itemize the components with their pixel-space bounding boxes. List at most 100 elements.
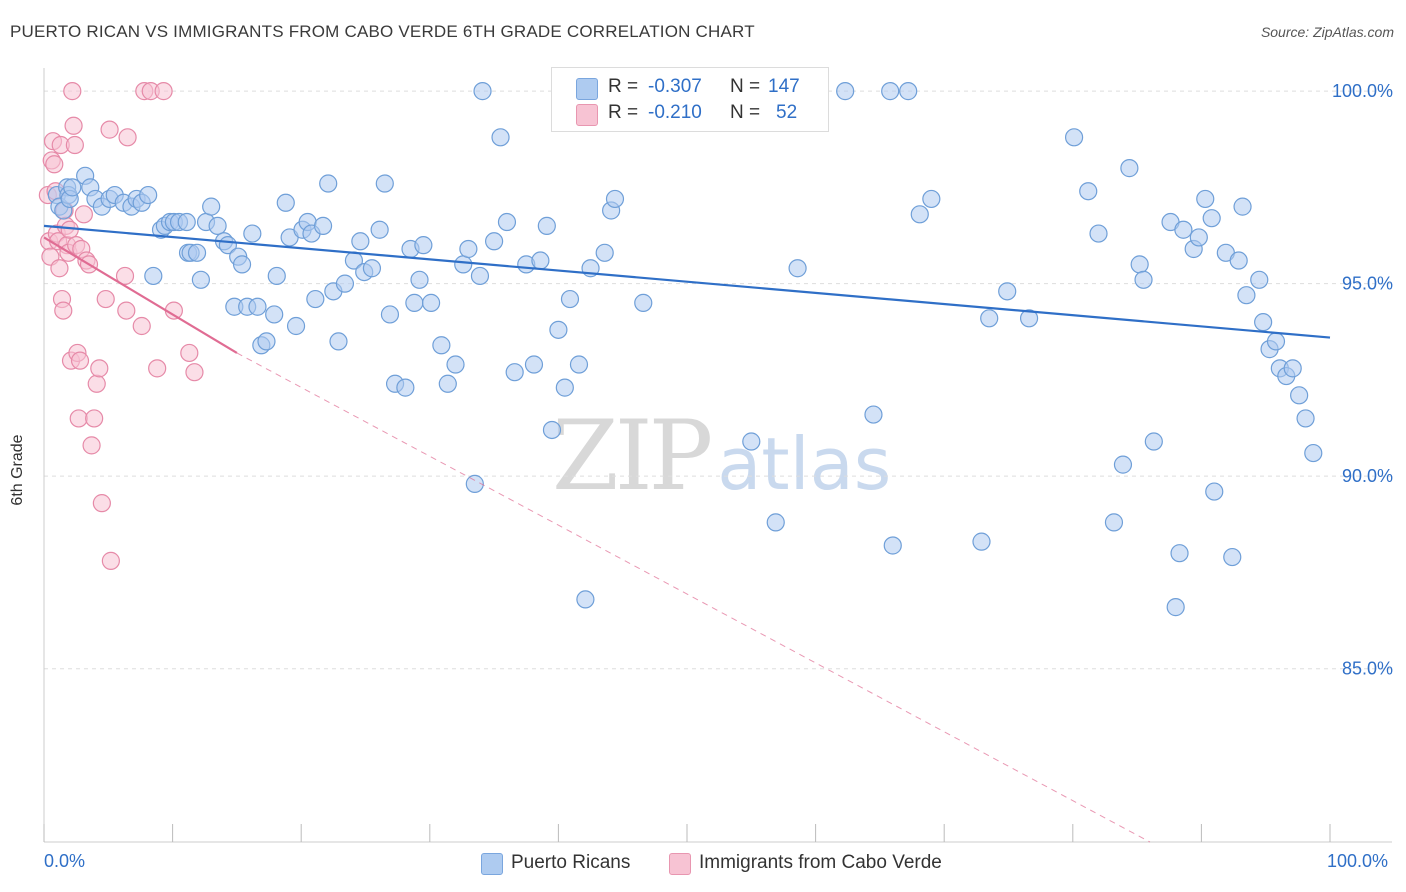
point-puerto-ricans bbox=[380, 305, 400, 324]
point-puerto-ricans bbox=[232, 255, 252, 274]
y-tick-label: 90.0% bbox=[1342, 466, 1393, 486]
point-puerto-ricans bbox=[634, 293, 653, 312]
chart-title: PUERTO RICAN VS IMMIGRANTS FROM CABO VER… bbox=[10, 22, 755, 41]
point-puerto-ricans bbox=[265, 305, 284, 324]
point-cabo-verde bbox=[50, 259, 69, 278]
trend-line-cabo-verde bbox=[43, 236, 238, 354]
point-puerto-ricans bbox=[470, 266, 490, 286]
legend-n-label: N = bbox=[730, 102, 761, 123]
point-puerto-ricans bbox=[972, 532, 991, 551]
point-puerto-ricans bbox=[1283, 359, 1302, 378]
point-cabo-verde bbox=[115, 266, 135, 286]
point-puerto-ricans bbox=[998, 282, 1017, 301]
point-puerto-ricans bbox=[497, 212, 517, 232]
point-puerto-ricans bbox=[329, 332, 348, 351]
point-puerto-ricans bbox=[375, 174, 394, 193]
point-puerto-ricans bbox=[1019, 309, 1039, 328]
y-tick-label: 95.0% bbox=[1342, 274, 1393, 294]
point-puerto-ricans bbox=[248, 297, 267, 316]
point-puerto-ricans bbox=[432, 336, 451, 355]
point-puerto-ricans bbox=[1134, 270, 1153, 289]
point-puerto-ricans bbox=[1174, 220, 1193, 239]
point-puerto-ricans bbox=[1170, 544, 1189, 563]
bottom-legend-label: Immigrants from Cabo Verde bbox=[699, 852, 942, 873]
point-puerto-ricans bbox=[370, 220, 389, 239]
point-puerto-ricans bbox=[459, 239, 478, 259]
point-puerto-ricans bbox=[505, 363, 524, 382]
point-puerto-ricans bbox=[335, 274, 355, 293]
point-cabo-verde bbox=[101, 551, 120, 570]
point-cabo-verde bbox=[54, 301, 73, 320]
point-cabo-verde bbox=[148, 359, 167, 378]
legend-swatch-blue bbox=[576, 78, 598, 100]
point-puerto-ricans bbox=[1229, 251, 1248, 270]
point-puerto-ricans bbox=[414, 236, 433, 255]
point-puerto-ricans bbox=[351, 232, 370, 251]
point-cabo-verde bbox=[92, 494, 111, 513]
point-cabo-verde bbox=[100, 120, 119, 139]
point-puerto-ricans bbox=[191, 270, 210, 289]
point-puerto-ricans bbox=[286, 316, 306, 336]
point-puerto-ricans bbox=[980, 309, 999, 328]
axes bbox=[43, 68, 1392, 843]
point-puerto-ricans bbox=[319, 174, 338, 193]
legend-n-label: N = bbox=[730, 76, 761, 97]
point-cabo-verde bbox=[64, 116, 83, 135]
point-puerto-ricans bbox=[899, 82, 918, 101]
point-puerto-ricans bbox=[139, 185, 158, 205]
x-tick-label-max: 100.0% bbox=[1327, 851, 1389, 871]
point-puerto-ricans bbox=[576, 590, 595, 609]
point-puerto-ricans bbox=[257, 332, 276, 351]
point-puerto-ricans bbox=[1223, 547, 1242, 567]
point-puerto-ricans bbox=[208, 216, 227, 235]
point-cabo-verde bbox=[70, 351, 90, 370]
point-puerto-ricans bbox=[788, 259, 807, 278]
point-puerto-ricans bbox=[555, 378, 574, 397]
point-puerto-ricans bbox=[267, 266, 286, 286]
point-cabo-verde bbox=[45, 155, 64, 174]
point-puerto-ricans bbox=[1166, 598, 1185, 617]
point-cabo-verde bbox=[180, 343, 199, 363]
point-puerto-ricans bbox=[836, 82, 855, 101]
point-puerto-ricans bbox=[485, 232, 504, 251]
point-puerto-ricans bbox=[531, 251, 550, 270]
bottom-legend-swatch-blue bbox=[481, 853, 503, 875]
point-cabo-verde bbox=[87, 374, 106, 393]
point-puerto-ricans bbox=[491, 128, 510, 147]
point-puerto-ricans bbox=[1250, 270, 1269, 289]
legend-r-label: R = bbox=[608, 102, 639, 123]
point-puerto-ricans bbox=[446, 355, 465, 374]
legend-r-value: -0.210 bbox=[648, 102, 702, 123]
bottom-legend-label: Puerto Ricans bbox=[511, 852, 631, 873]
stats-legend: R = -0.307 N = 147 R = -0.210 N = 52 bbox=[551, 67, 829, 132]
point-puerto-ricans bbox=[595, 243, 614, 262]
point-cabo-verde bbox=[82, 436, 101, 455]
point-puerto-ricans bbox=[1304, 443, 1323, 463]
point-puerto-ricans bbox=[1205, 482, 1224, 501]
legend-n-value: 52 bbox=[776, 102, 798, 123]
point-puerto-ricans bbox=[560, 289, 580, 309]
point-puerto-ricans bbox=[542, 420, 562, 440]
point-puerto-ricans bbox=[1237, 286, 1256, 305]
point-cabo-verde bbox=[63, 82, 82, 101]
gridlines bbox=[44, 90, 1392, 670]
point-puerto-ricans bbox=[243, 224, 262, 243]
point-cabo-verde bbox=[154, 82, 173, 101]
point-puerto-ricans bbox=[306, 289, 325, 309]
watermark-zip: ZIP bbox=[552, 400, 713, 512]
point-puerto-ricans bbox=[144, 266, 163, 286]
point-puerto-ricans bbox=[396, 378, 415, 397]
point-puerto-ricans bbox=[421, 293, 441, 312]
point-puerto-ricans bbox=[187, 243, 207, 262]
point-cabo-verde bbox=[69, 409, 88, 428]
source-label: Source: ZipAtlas.com bbox=[1260, 24, 1394, 40]
point-puerto-ricans bbox=[1113, 455, 1133, 474]
point-puerto-ricans bbox=[1120, 159, 1139, 178]
point-puerto-ricans bbox=[1296, 409, 1315, 428]
point-puerto-ricans bbox=[276, 193, 295, 212]
point-puerto-ricans bbox=[524, 355, 544, 374]
point-puerto-ricans bbox=[454, 255, 473, 274]
point-puerto-ricans bbox=[1079, 182, 1098, 201]
point-cabo-verde bbox=[118, 128, 137, 147]
